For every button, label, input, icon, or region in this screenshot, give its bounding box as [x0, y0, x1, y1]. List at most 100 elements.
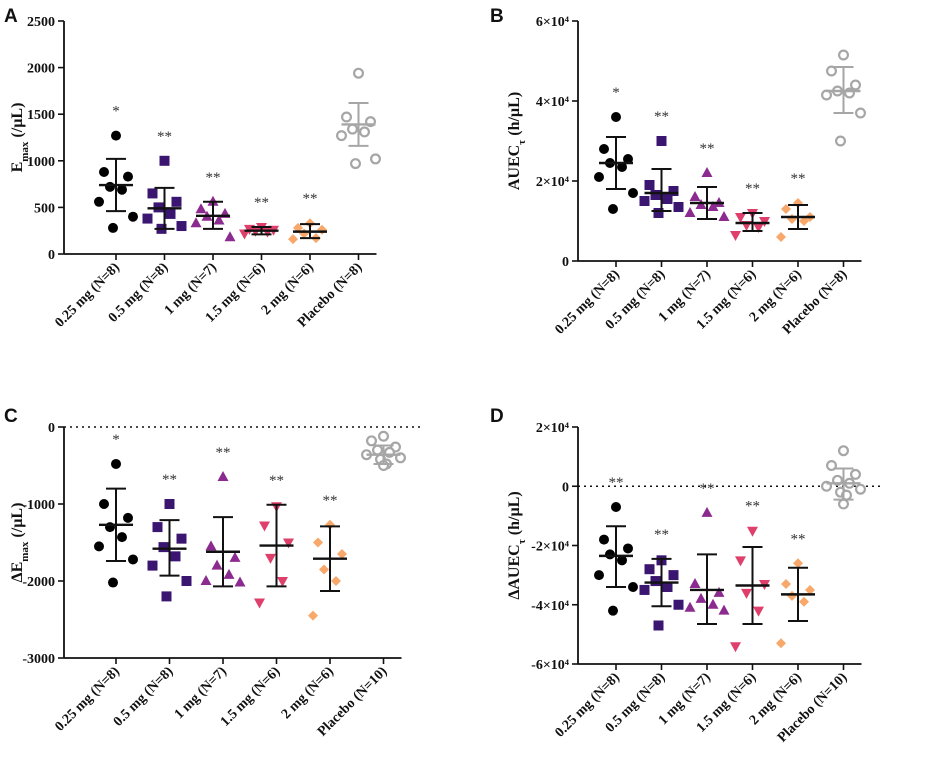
data-point — [164, 499, 175, 509]
category-label: 1 mg (N=7) — [172, 664, 230, 722]
data-point — [176, 533, 187, 544]
data-point — [854, 107, 866, 119]
data-point — [211, 559, 223, 570]
data-point — [793, 558, 803, 569]
data-point — [147, 560, 158, 571]
significance-label: ** — [206, 170, 221, 186]
data-point — [366, 435, 378, 447]
data-point — [158, 542, 169, 553]
data-point — [781, 204, 791, 214]
y-axis-title-unit: (h/µL) — [506, 92, 523, 140]
y-tick-label: 6×10⁴ — [536, 15, 570, 30]
y-tick-label: 2×10⁴ — [536, 421, 570, 436]
data-point — [350, 158, 362, 170]
data-point — [239, 229, 250, 240]
data-point — [662, 194, 673, 204]
data-point — [718, 604, 730, 615]
significance-label: ** — [269, 473, 284, 489]
data-point — [111, 458, 121, 469]
data-point — [123, 512, 133, 523]
data-point — [689, 578, 701, 589]
data-point — [229, 551, 241, 562]
data-point — [713, 586, 725, 597]
data-point — [337, 549, 347, 560]
data-point — [611, 112, 621, 122]
data-point — [265, 553, 276, 564]
data-point — [639, 584, 650, 595]
y-tick-label: -1000 — [22, 498, 55, 513]
y-axis-title-sub: max — [19, 141, 31, 162]
y-axis-title-sub: τ — [516, 140, 528, 145]
data-point — [837, 445, 849, 457]
data-point — [747, 526, 758, 537]
y-axis-title-sub: max — [19, 541, 31, 562]
significance-label: * — [112, 432, 120, 448]
data-point — [359, 126, 371, 138]
data-point — [730, 642, 741, 653]
data-point — [347, 123, 359, 135]
data-point — [684, 207, 696, 217]
data-point — [190, 217, 202, 228]
data-point — [594, 570, 604, 581]
significance-label: ** — [323, 493, 338, 509]
data-point — [99, 499, 109, 509]
data-point — [181, 576, 192, 586]
data-point — [341, 111, 353, 123]
y-tick-label: -3000 — [22, 652, 55, 667]
data-point — [147, 188, 158, 199]
data-point — [117, 532, 127, 543]
data-point — [319, 564, 329, 575]
data-point — [594, 172, 604, 182]
data-point — [111, 130, 121, 141]
data-point — [639, 196, 650, 206]
panel-letter: B — [490, 6, 504, 27]
y-axis-title-main: ΔAUEC — [506, 544, 523, 599]
data-point — [673, 202, 684, 212]
data-point — [805, 584, 815, 595]
data-point — [799, 596, 809, 607]
data-point — [825, 65, 837, 77]
y-tick-label: 1500 — [27, 108, 55, 123]
data-point — [718, 211, 730, 221]
y-axis-title: ΔAUECτ (h/µL) — [506, 491, 528, 599]
panel-letter: A — [4, 6, 18, 27]
data-point — [653, 620, 664, 631]
y-axis-title: ΔEmax (/µL) — [9, 503, 31, 583]
data-point — [849, 468, 861, 480]
data-point — [277, 577, 288, 587]
data-point — [799, 216, 809, 226]
data-point — [353, 67, 365, 79]
data-point — [123, 171, 133, 182]
y-tick-label: 1000 — [27, 155, 55, 170]
data-point — [628, 581, 638, 592]
data-point — [378, 430, 390, 442]
data-point — [837, 49, 849, 61]
data-point — [313, 537, 323, 548]
data-point — [644, 564, 655, 575]
y-tick-label: 0 — [562, 255, 569, 270]
significance-label: ** — [162, 472, 177, 488]
panel-letter: C — [4, 406, 18, 427]
y-tick-label: -4×10⁴ — [531, 599, 570, 614]
data-point — [254, 598, 265, 609]
data-point — [730, 231, 741, 241]
data-point — [108, 577, 118, 588]
data-point — [105, 181, 115, 192]
data-point — [152, 522, 163, 533]
data-point — [735, 213, 746, 223]
significance-label: ** — [791, 531, 806, 547]
y-tick-label: -2×10⁴ — [531, 540, 570, 555]
significance-label: ** — [745, 181, 760, 197]
data-point — [623, 543, 633, 554]
y-tick-label: 2000 — [27, 62, 55, 77]
data-point — [707, 598, 719, 609]
data-point — [834, 135, 846, 147]
data-point — [599, 534, 609, 545]
significance-label: ** — [700, 481, 715, 497]
significance-label: ** — [157, 129, 172, 145]
data-point — [205, 540, 217, 551]
data-point — [336, 130, 348, 142]
significance-label: ** — [254, 195, 269, 211]
